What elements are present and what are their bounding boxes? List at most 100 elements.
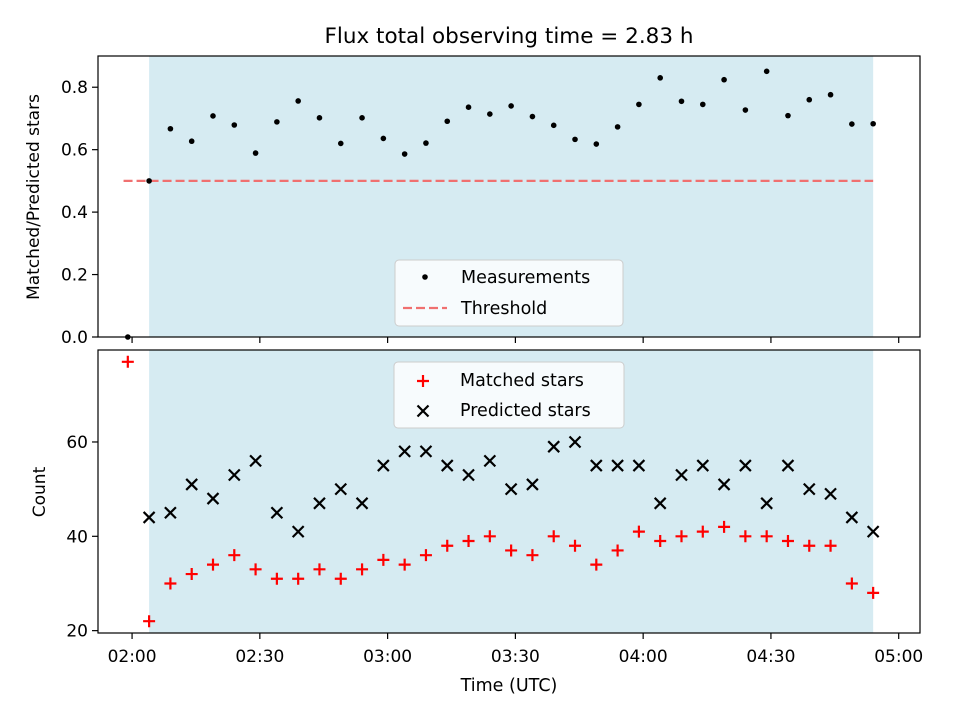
predicted-star-marker [270, 506, 284, 520]
measurement-point [316, 115, 323, 121]
matched-star-marker [845, 577, 858, 590]
legend-cross-glyph [416, 404, 430, 418]
predicted-star-marker [419, 445, 433, 458]
measurement-point [252, 150, 259, 156]
predicted-star-marker [313, 497, 326, 510]
predicted-star-marker [824, 487, 837, 501]
matched-stars-markers [121, 355, 880, 628]
top-y-axis-label: Matched/Predicted stars [24, 94, 44, 300]
legend-predicted-marker [416, 404, 430, 418]
measurement-point [380, 135, 387, 142]
bottom-plot-frame [97, 349, 921, 634]
predicted-star-marker [568, 435, 582, 449]
measurement-point [529, 113, 536, 120]
measurement-point [870, 120, 876, 127]
matched-star-marker [547, 530, 560, 543]
top-y-tick-label: 0.4 [61, 203, 88, 223]
matched-star-marker [462, 535, 475, 548]
top-y-tick-label: 0.8 [61, 78, 88, 98]
matched-star-marker [228, 549, 241, 562]
x-tick-label: 03:30 [491, 647, 540, 667]
measurement-point [188, 138, 195, 145]
x-tick-label: 04:00 [619, 647, 668, 667]
matched-star-marker [632, 525, 645, 538]
matched-star-marker [867, 586, 880, 599]
measurement-point [849, 121, 855, 127]
predicted-star-marker [632, 459, 646, 472]
top-x-ticks [131, 337, 900, 343]
top-legend: Measurements Threshold [394, 259, 624, 327]
matched-star-marker [824, 539, 837, 552]
predicted-star-marker [504, 482, 518, 496]
predicted-star-marker [526, 478, 539, 491]
measurement-point [295, 98, 301, 104]
predicted-star-marker [164, 506, 177, 520]
measurement-point [274, 119, 280, 125]
matched-star-marker [760, 530, 773, 543]
predicted-star-marker [739, 459, 752, 472]
bottom-legend: Matched stars Predicted stars [393, 361, 625, 429]
bottom-y-tick-label: 20 [66, 622, 88, 642]
legend-predicted-label: Predicted stars [460, 401, 591, 421]
measurement-point [763, 68, 770, 75]
x-tick-label: 05:00 [874, 647, 923, 667]
matched-star-marker [590, 558, 603, 571]
legend-matched-marker [417, 375, 429, 387]
measurement-point [593, 141, 600, 147]
predicted-star-marker [334, 482, 348, 496]
measurement-point [465, 104, 472, 111]
chart-title: Flux total observing time = 2.83 h [325, 24, 694, 49]
matched-star-marker [164, 577, 177, 590]
predicted-star-marker [440, 459, 454, 472]
legend-matched-label: Matched stars [460, 371, 584, 391]
matched-star-marker [441, 539, 454, 552]
matched-star-marker [803, 539, 816, 552]
measurement-point [146, 178, 152, 184]
measurement-point [444, 118, 451, 125]
measurement-point [657, 75, 663, 81]
measurement-point [337, 140, 344, 147]
matched-star-marker [377, 553, 390, 566]
x-axis-label: Time (UTC) [460, 676, 558, 696]
predicted-star-marker [547, 440, 560, 453]
measurement-point [699, 101, 706, 108]
x-tick-label: 04:30 [746, 647, 795, 667]
legend-measurement-marker [422, 274, 428, 280]
predicted-star-marker [398, 445, 411, 458]
predicted-star-marker [866, 525, 880, 538]
matched-star-marker [675, 530, 688, 543]
predicted-star-marker [845, 511, 859, 524]
matched-star-marker [718, 520, 731, 533]
matched-star-marker [569, 539, 582, 552]
legend-measurements-label: Measurements [461, 268, 590, 288]
matched-star-marker [356, 563, 369, 576]
legend-threshold-label: Threshold [460, 299, 547, 319]
bottom-y-axis-label: Count [30, 466, 50, 517]
matched-star-marker [505, 544, 518, 557]
matched-star-marker [696, 525, 709, 538]
matched-star-marker [398, 558, 411, 571]
matched-star-marker [249, 563, 262, 576]
top-legend-box [394, 259, 624, 327]
matched-star-marker [334, 572, 347, 585]
measurement-point [806, 96, 813, 103]
predicted-star-marker [802, 482, 816, 496]
legend-plus-glyph [417, 375, 429, 387]
top-y-tick-label: 0.6 [61, 141, 88, 161]
matched-star-marker [206, 558, 219, 571]
measurement-point [401, 151, 408, 157]
matched-star-marker [483, 530, 496, 543]
matched-star-marker [143, 615, 156, 628]
predicted-star-marker [355, 497, 369, 510]
matched-star-marker [654, 535, 667, 548]
x-tick-label: 02:30 [235, 647, 284, 667]
measurement-point [231, 122, 238, 128]
measurement-point [508, 103, 514, 109]
measurement-point [487, 111, 493, 117]
matched-star-marker [781, 535, 794, 548]
measurement-point [742, 107, 749, 113]
measurement-point [572, 136, 578, 143]
matched-star-marker [526, 549, 539, 562]
matched-star-marker [292, 572, 305, 585]
measurement-point [785, 112, 791, 119]
